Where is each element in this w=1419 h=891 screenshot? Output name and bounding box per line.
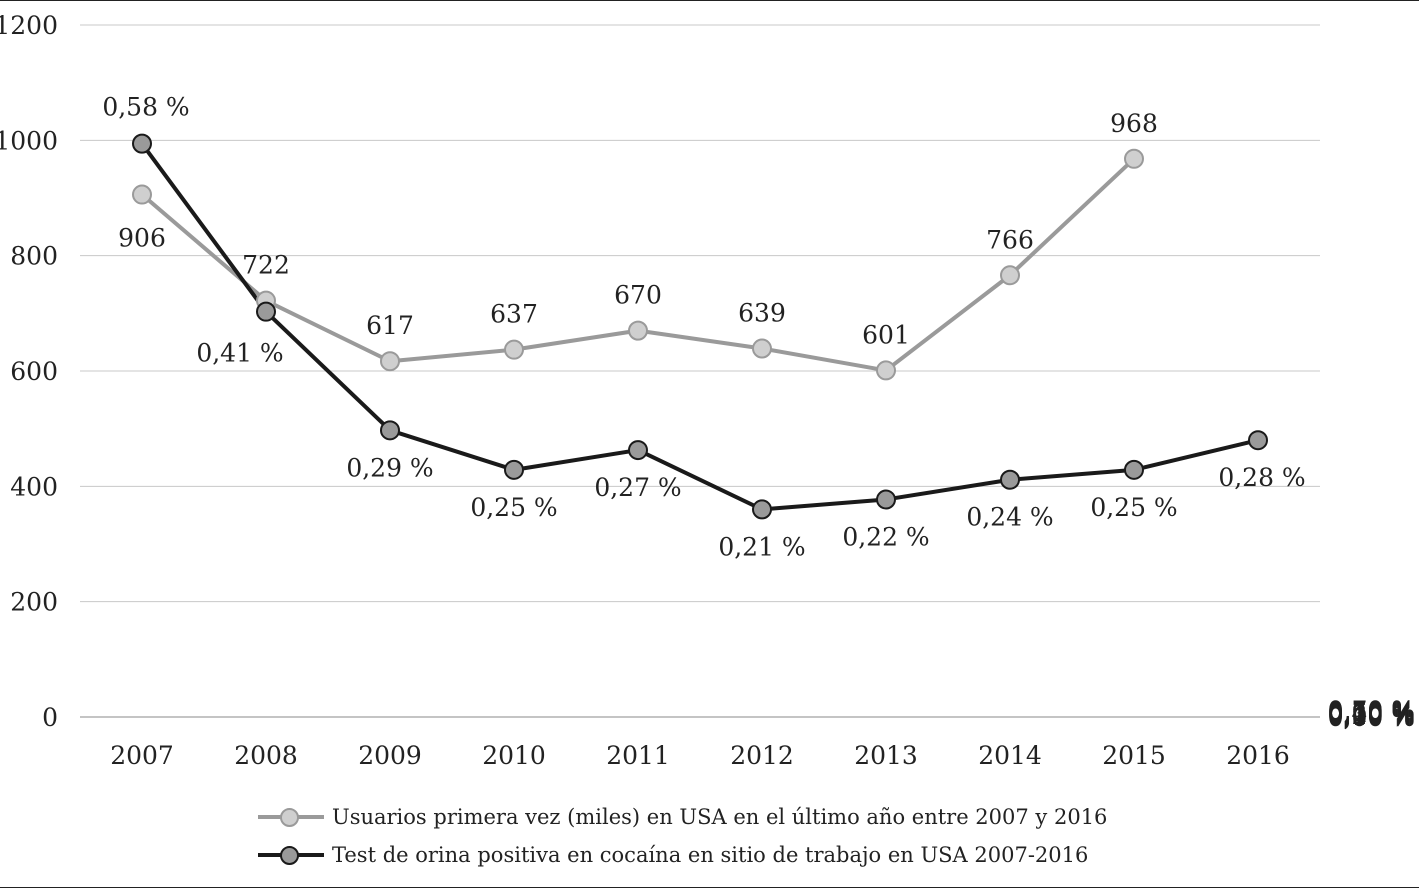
data-label-first-time-users: 722 bbox=[242, 251, 290, 280]
right-axis-tick-label: 0,20 % bbox=[1328, 701, 1415, 730]
left-axis-tick-label: 200 bbox=[10, 588, 58, 617]
data-label-urine-test: 0,58 % bbox=[102, 93, 189, 122]
data-label-urine-test: 0,27 % bbox=[594, 473, 681, 502]
legend-item-urine-test: Test de orina positiva en cocaína en sit… bbox=[258, 836, 1107, 874]
series-line-urine-test bbox=[140, 142, 1259, 512]
right-axis-tick-label: 0,40 % bbox=[1328, 699, 1415, 728]
data-point-first-time-users bbox=[1124, 148, 1144, 169]
data-label-urine-test: 0,41 % bbox=[196, 339, 283, 368]
legend-swatch-first-time-users bbox=[258, 807, 324, 827]
data-point-first-time-users bbox=[504, 339, 524, 360]
bottom-border bbox=[0, 887, 1419, 888]
data-point-urine-test bbox=[876, 489, 896, 510]
x-axis-tick-label: 2008 bbox=[234, 741, 298, 770]
x-axis-tick-label: 2014 bbox=[978, 741, 1042, 770]
data-point-urine-test bbox=[1248, 430, 1268, 451]
right-axis-tick-label: 0,10 % bbox=[1328, 702, 1415, 731]
x-axis-tick-label: 2012 bbox=[730, 741, 794, 770]
left-axis-tick-label: 400 bbox=[10, 472, 58, 501]
legend: Usuarios primera vez (miles) en USA en e… bbox=[258, 798, 1107, 874]
x-axis-tick-label: 2011 bbox=[606, 741, 670, 770]
data-label-urine-test: 0,29 % bbox=[346, 453, 433, 482]
data-point-urine-test bbox=[504, 459, 524, 480]
data-label-first-time-users: 968 bbox=[1110, 109, 1158, 138]
data-label-first-time-users: 766 bbox=[986, 225, 1034, 254]
data-label-urine-test: 0,25 % bbox=[1090, 493, 1177, 522]
data-label-urine-test: 0,25 % bbox=[470, 493, 557, 522]
data-label-first-time-users: 617 bbox=[366, 311, 414, 340]
data-point-urine-test bbox=[380, 420, 400, 441]
top-border bbox=[0, 0, 1419, 1]
left-axis-tick-label: 1000 bbox=[0, 126, 58, 155]
data-point-first-time-users bbox=[876, 360, 896, 381]
data-point-urine-test bbox=[132, 133, 152, 154]
data-point-first-time-users bbox=[132, 184, 152, 205]
right-axis-tick-label: 0,00 % bbox=[1328, 703, 1415, 732]
x-axis-tick-label: 2015 bbox=[1102, 741, 1166, 770]
legend-label-urine-test: Test de orina positiva en cocaína en sit… bbox=[332, 843, 1089, 867]
left-axis-tick-label: 800 bbox=[10, 242, 58, 271]
data-point-first-time-users bbox=[628, 320, 648, 341]
right-axis-tick-label: 0,50 % bbox=[1328, 698, 1415, 727]
data-label-first-time-users: 601 bbox=[862, 320, 910, 349]
data-point-urine-test bbox=[628, 440, 648, 461]
right-axis-tick-label: 0,30 % bbox=[1328, 700, 1415, 729]
data-label-urine-test: 0,21 % bbox=[718, 532, 805, 561]
data-label-first-time-users: 637 bbox=[490, 300, 538, 329]
x-axis-tick-label: 2007 bbox=[110, 741, 174, 770]
x-axis-tick-label: 2009 bbox=[358, 741, 422, 770]
data-point-first-time-users bbox=[1000, 265, 1020, 286]
x-axis-tick-label: 2016 bbox=[1226, 741, 1290, 770]
data-label-urine-test: 0,24 % bbox=[966, 503, 1053, 532]
data-point-urine-test bbox=[752, 499, 772, 520]
data-label-urine-test: 0,22 % bbox=[842, 523, 929, 552]
data-label-first-time-users: 670 bbox=[614, 281, 662, 310]
left-axis-tick-label: 0 bbox=[42, 703, 58, 732]
data-point-urine-test bbox=[256, 301, 276, 322]
x-axis-tick-label: 2013 bbox=[854, 741, 918, 770]
data-label-first-time-users: 639 bbox=[738, 299, 786, 328]
legend-item-first-time-users: Usuarios primera vez (miles) en USA en e… bbox=[258, 798, 1107, 836]
data-point-first-time-users bbox=[380, 351, 400, 372]
legend-swatch-urine-test bbox=[258, 845, 324, 865]
right-axis-tick-label: 0,70 % bbox=[1328, 696, 1415, 725]
right-axis-tick-label: 0,60 % bbox=[1328, 697, 1415, 726]
legend-label-first-time-users: Usuarios primera vez (miles) en USA en e… bbox=[332, 805, 1108, 829]
left-axis-tick-label: 600 bbox=[10, 357, 58, 386]
left-axis-tick-label: 1200 bbox=[0, 11, 58, 40]
data-point-urine-test bbox=[1000, 469, 1020, 490]
data-label-urine-test: 0,28 % bbox=[1218, 463, 1305, 492]
data-label-first-time-users: 906 bbox=[118, 224, 166, 253]
data-point-urine-test bbox=[1124, 459, 1144, 480]
x-axis-tick-label: 2010 bbox=[482, 741, 546, 770]
data-point-first-time-users bbox=[752, 338, 772, 359]
